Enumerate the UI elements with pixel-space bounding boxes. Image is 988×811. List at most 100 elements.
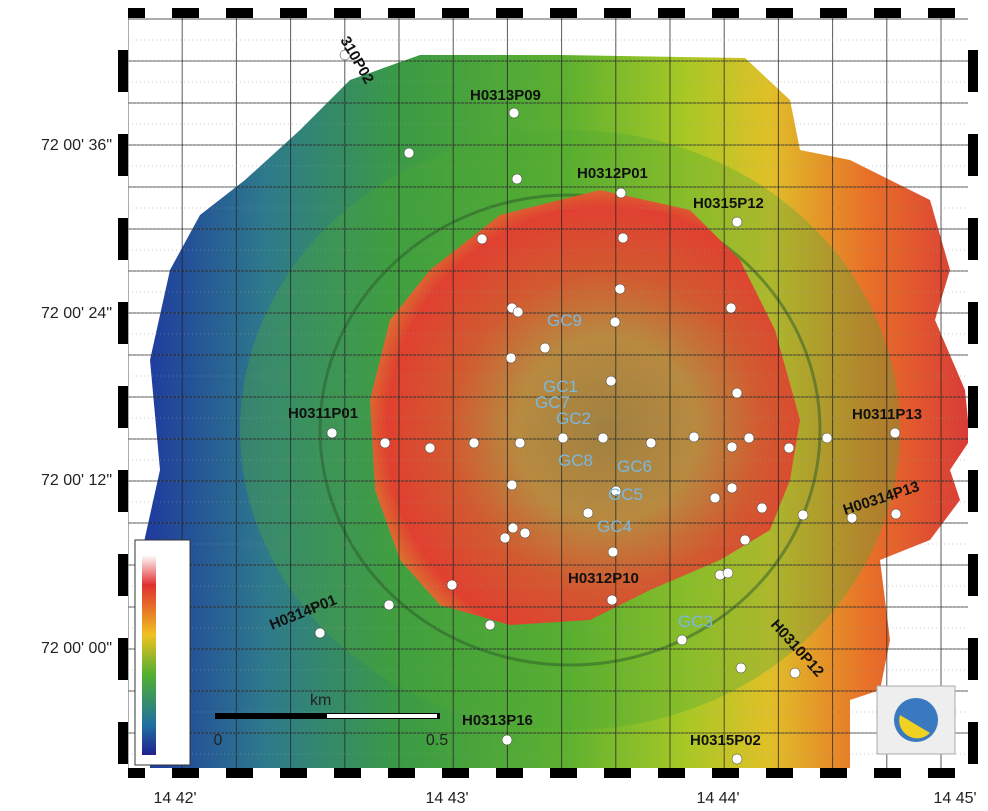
border-cell bbox=[145, 8, 172, 18]
station-dot bbox=[315, 628, 325, 638]
border-cell bbox=[793, 768, 820, 778]
border-cell bbox=[968, 596, 978, 638]
border-cell bbox=[739, 8, 766, 18]
border-cell bbox=[253, 8, 280, 18]
border-cell bbox=[415, 768, 442, 778]
station-dot bbox=[689, 432, 699, 442]
border-cell bbox=[604, 768, 631, 778]
scale-tick: 0 bbox=[214, 732, 223, 749]
border-cell bbox=[118, 470, 128, 512]
border-cell bbox=[118, 50, 128, 92]
border-cell bbox=[874, 768, 901, 778]
border-cell bbox=[442, 768, 469, 778]
border-cell bbox=[874, 8, 901, 18]
station-dot bbox=[520, 528, 530, 538]
station-dot bbox=[790, 668, 800, 678]
station-dot bbox=[615, 284, 625, 294]
station-dot bbox=[740, 535, 750, 545]
border-cell bbox=[968, 386, 978, 428]
border-cell bbox=[118, 722, 128, 764]
station-dot bbox=[723, 568, 733, 578]
station-dot bbox=[515, 438, 525, 448]
station-dot bbox=[469, 438, 479, 448]
station-dot bbox=[384, 600, 394, 610]
station-dot bbox=[744, 433, 754, 443]
border-cell bbox=[226, 768, 253, 778]
border-cell bbox=[631, 8, 658, 18]
station-dot bbox=[646, 438, 656, 448]
scale-bar-segment bbox=[327, 714, 437, 718]
lat-label: 72 00' 12" bbox=[41, 472, 112, 489]
station-dot bbox=[508, 523, 518, 533]
station-dot bbox=[608, 547, 618, 557]
border-cell bbox=[577, 768, 604, 778]
station-dot bbox=[710, 493, 720, 503]
station-label: H0313P09 bbox=[470, 87, 541, 104]
station-dot bbox=[610, 317, 620, 327]
border-cell bbox=[118, 344, 128, 386]
border-cell bbox=[820, 8, 847, 18]
station-dot bbox=[732, 217, 742, 227]
border-cell bbox=[968, 50, 978, 92]
border-cell bbox=[928, 8, 955, 18]
border-cell bbox=[739, 768, 766, 778]
station-dot bbox=[757, 503, 767, 513]
border-cell bbox=[968, 302, 978, 344]
scale-tick: 0.5 bbox=[426, 732, 448, 749]
border-cell bbox=[928, 768, 955, 778]
station-dot bbox=[558, 433, 568, 443]
station-dot bbox=[404, 148, 414, 158]
border-cell bbox=[968, 554, 978, 596]
border-cell bbox=[199, 8, 226, 18]
station-dot bbox=[891, 509, 901, 519]
border-cell bbox=[172, 8, 199, 18]
legend-colorbar bbox=[142, 555, 156, 755]
station-label: H0313P16 bbox=[462, 712, 533, 729]
station-dot bbox=[798, 510, 808, 520]
station-dot bbox=[677, 635, 687, 645]
lat-label: 72 00' 24" bbox=[41, 305, 112, 322]
border-cell bbox=[388, 8, 415, 18]
border-cell bbox=[199, 768, 226, 778]
border-cell bbox=[172, 768, 199, 778]
border-cell bbox=[968, 8, 978, 50]
station-dot bbox=[507, 480, 517, 490]
border-cell bbox=[685, 8, 712, 18]
border-cell bbox=[523, 768, 550, 778]
border-cell bbox=[847, 768, 874, 778]
border-cell bbox=[118, 554, 128, 596]
station-dot bbox=[784, 443, 794, 453]
map: 72 00' 36" 72 00' 24" 72 00' 12" 72 00' … bbox=[0, 0, 988, 811]
border-cell bbox=[847, 8, 874, 18]
station-label: H0312P01 bbox=[577, 165, 648, 182]
border-cell bbox=[118, 92, 128, 134]
station-dot bbox=[727, 483, 737, 493]
border-cell bbox=[577, 8, 604, 18]
border-cell bbox=[685, 768, 712, 778]
station-dot bbox=[736, 663, 746, 673]
border-cell bbox=[604, 8, 631, 18]
border-cell bbox=[820, 768, 847, 778]
station-dot bbox=[509, 108, 519, 118]
border-cell bbox=[968, 344, 978, 386]
lat-label: 72 00' 36" bbox=[41, 137, 112, 154]
station-dot bbox=[607, 595, 617, 605]
border-cell bbox=[469, 8, 496, 18]
border-cell bbox=[793, 8, 820, 18]
border-cell bbox=[118, 764, 128, 806]
border-cell bbox=[968, 134, 978, 176]
border-cell bbox=[118, 596, 128, 638]
border-cell bbox=[118, 8, 128, 50]
border-cell bbox=[253, 768, 280, 778]
border-cell bbox=[361, 8, 388, 18]
station-dot bbox=[380, 438, 390, 448]
border-cell bbox=[496, 768, 523, 778]
border-cell bbox=[361, 768, 388, 778]
station-label: H0315P12 bbox=[693, 195, 764, 212]
border-cell bbox=[118, 134, 128, 176]
station-dot bbox=[822, 433, 832, 443]
station-dot bbox=[502, 735, 512, 745]
border-cell bbox=[118, 680, 128, 722]
station-dot bbox=[598, 433, 608, 443]
border-cell bbox=[968, 470, 978, 512]
